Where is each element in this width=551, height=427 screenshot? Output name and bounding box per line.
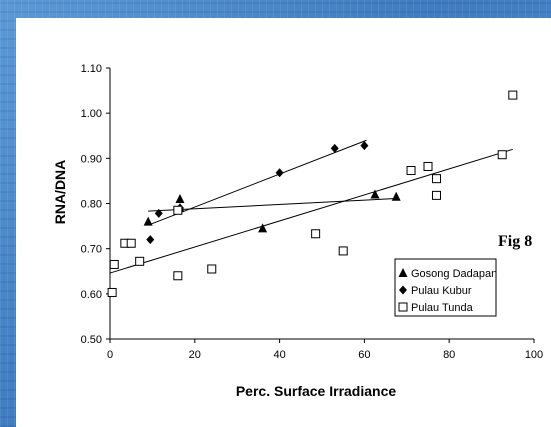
trendline xyxy=(148,198,397,212)
data-point xyxy=(330,143,339,153)
data-point xyxy=(508,90,518,100)
x-tick-label: 100 xyxy=(525,349,543,361)
data-point xyxy=(423,161,433,171)
legend-marker xyxy=(399,285,407,295)
legend-marker xyxy=(398,302,408,312)
x-ticks: 0 20 40 60 80 100 xyxy=(107,339,543,361)
y-tick-label: 0.50 xyxy=(81,334,102,346)
x-tick-label: 60 xyxy=(358,349,370,361)
data-point xyxy=(143,216,153,226)
x-tick-label: 40 xyxy=(273,349,285,361)
data-point xyxy=(275,168,284,178)
data-point xyxy=(107,287,117,297)
legend: Gosong Dadapan Pulau Kubur Pulau Tunda xyxy=(394,258,497,317)
data-point xyxy=(258,223,268,233)
y-tick-label: 0.90 xyxy=(81,153,102,165)
data-point xyxy=(109,259,119,269)
legend-label: Pulau Tunda xyxy=(411,302,474,314)
data-point xyxy=(154,208,163,218)
y-tick-label: 0.60 xyxy=(81,289,102,301)
data-point xyxy=(370,189,380,199)
trendline xyxy=(109,148,513,274)
data-point xyxy=(338,246,348,256)
legend-marker xyxy=(398,268,408,277)
trendlines xyxy=(109,139,513,274)
data-point xyxy=(175,193,185,203)
data-point xyxy=(173,271,183,281)
data-point xyxy=(497,150,507,160)
data-point xyxy=(360,141,369,151)
data-point xyxy=(135,256,145,266)
x-tick-label: 0 xyxy=(107,349,113,361)
data-point xyxy=(431,174,441,184)
x-tick-label: 80 xyxy=(443,349,455,361)
data-point xyxy=(391,191,401,201)
y-tick-label: 1.10 xyxy=(81,63,102,75)
data-points xyxy=(107,90,518,297)
data-point xyxy=(431,190,441,200)
data-point xyxy=(406,166,416,176)
x-tick-label: 20 xyxy=(189,349,201,361)
data-point xyxy=(311,229,321,239)
legend-label: Pulau Kubur xyxy=(411,285,472,297)
data-point xyxy=(207,264,217,274)
data-point xyxy=(126,238,136,248)
legend-label: Gosong Dadapan xyxy=(411,268,497,280)
y-axis-title: RNA/DNA xyxy=(52,160,68,225)
legend-box xyxy=(394,258,497,317)
chart-panel xyxy=(16,18,551,427)
data-point xyxy=(146,235,155,245)
trendline xyxy=(147,139,367,226)
data-point xyxy=(173,205,183,215)
y-tick-label: 0.70 xyxy=(81,244,102,256)
y-tick-label: 0.80 xyxy=(81,199,102,211)
y-tick-label: 1.00 xyxy=(81,108,102,120)
figure-label: Fig 8 xyxy=(498,233,532,250)
x-axis-title: Perc. Surface Irradiance xyxy=(236,383,397,399)
y-ticks: 0.50 0.60 0.70 0.80 0.90 1.00 1.10 xyxy=(81,63,110,346)
